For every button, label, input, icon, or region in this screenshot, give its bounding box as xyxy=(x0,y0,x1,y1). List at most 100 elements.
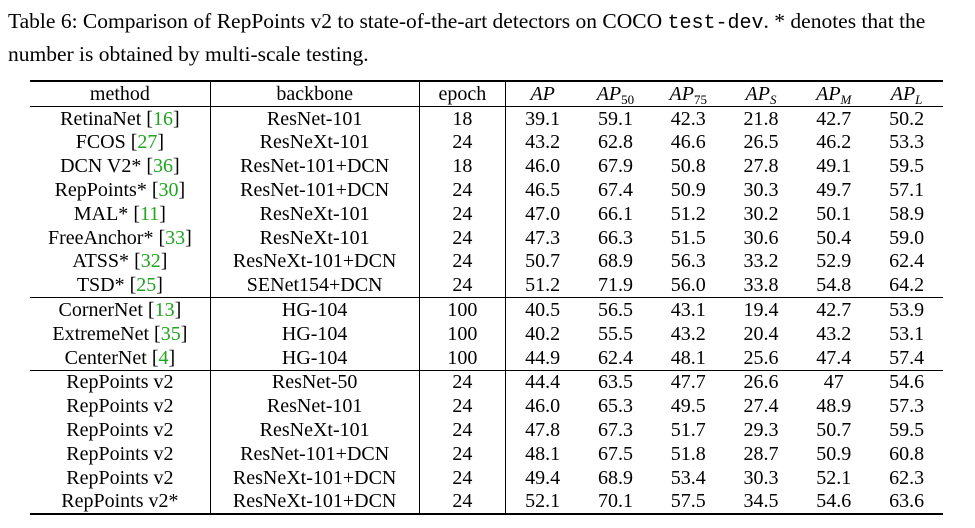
epoch-cell: 24 xyxy=(419,273,507,298)
table-row: TSD* [25] SENet154+DCN 24 51.2 71.9 56.0 33.8 5… xyxy=(30,273,943,298)
apm-cell: 47 xyxy=(797,369,871,395)
table-row: MAL* [11] ResNeXt-101 24 47.0 66.1 51.2 30.2 50… xyxy=(30,201,943,226)
ap50-cell: 67.9 xyxy=(597,155,633,178)
apl-cell: 62.3 xyxy=(889,466,925,489)
backbone-cell: HG-104 xyxy=(210,345,420,371)
ap75-cell: 43.1 xyxy=(651,297,725,322)
epoch-cell: 24 xyxy=(419,441,507,466)
citation-link[interactable]: 4 xyxy=(158,346,169,369)
header-apl: APL xyxy=(870,81,943,106)
aps-cell: 30.3 xyxy=(743,466,779,489)
aps-cell: 25.6 xyxy=(743,346,779,369)
aps-cell: 19.4 xyxy=(724,297,798,322)
ap-cell: 44.9 xyxy=(525,346,561,369)
epoch-cell: 24 xyxy=(419,201,507,226)
header-ap75: AP75 xyxy=(652,81,725,106)
citation-link[interactable]: 11 xyxy=(139,202,160,225)
header-row: method backbone epoch AP AP50 AP75 APS A… xyxy=(30,81,943,107)
ap75-cell: 48.1 xyxy=(670,346,706,369)
method-name: FreeAnchor* xyxy=(47,226,154,249)
method-cell: FCOS [27] xyxy=(30,130,211,155)
aps-cell: 30.3 xyxy=(743,179,779,202)
method-name: RepPoints* xyxy=(54,179,147,202)
method-name: ExtremeNet xyxy=(52,322,150,345)
method-name: MAL* xyxy=(73,202,129,225)
ap50-cell: 62.4 xyxy=(597,346,633,369)
citation-link[interactable]: 16 xyxy=(152,107,173,130)
header-epoch: epoch xyxy=(419,81,507,107)
apl-cell: 64.2 xyxy=(889,274,925,297)
citation-link[interactable]: 27 xyxy=(137,131,158,154)
backbone-cell: ResNeXt-101 xyxy=(210,130,420,155)
ap50-cell: 70.1 xyxy=(597,490,633,513)
aps-cell: 26.5 xyxy=(743,131,779,154)
method-name: ATSS* xyxy=(72,250,130,273)
apm-cell: 50.4 xyxy=(816,226,852,249)
ap75-cell: 51.7 xyxy=(670,419,706,442)
ap-cell: 51.2 xyxy=(525,274,561,297)
apm-cell: 49.1 xyxy=(816,155,852,178)
apl-cell: 50.2 xyxy=(889,107,925,130)
apm-cell: 46.2 xyxy=(816,131,852,154)
method-name: RepPoints v2 xyxy=(66,395,174,418)
epoch-cell: 100 xyxy=(419,297,507,322)
epoch-cell: 100 xyxy=(419,345,507,371)
ap-cell: 48.1 xyxy=(525,442,561,465)
method-name: CornerNet xyxy=(58,299,143,322)
citation-link[interactable]: 13 xyxy=(154,299,175,322)
apl-cell: 57.4 xyxy=(889,346,925,369)
citation-link[interactable]: 30 xyxy=(158,179,179,202)
aps-cell: 27.4 xyxy=(743,395,779,418)
ap50-cell: 65.3 xyxy=(597,395,633,418)
method-name: RepPoints v2 xyxy=(66,442,174,465)
table-row: RepPoints v2 ResNet-50 24 44.4 63.5 47.7 26.6 4… xyxy=(30,369,943,395)
apl-cell: 54.6 xyxy=(870,369,943,395)
ap-cell: 50.7 xyxy=(525,250,561,273)
apl-cell: 63.6 xyxy=(889,490,925,513)
backbone-cell: ResNeXt-101 xyxy=(210,418,420,442)
ap75-cell: 49.5 xyxy=(670,395,706,418)
ap75-cell: 57.5 xyxy=(670,490,706,513)
backbone-cell: ResNeXt-101 xyxy=(210,225,420,250)
ap-cell: 40.2 xyxy=(525,322,561,345)
epoch-cell: 24 xyxy=(419,418,507,442)
method-cell: RepPoints v2 xyxy=(30,418,211,442)
header-apm-base: AP xyxy=(816,82,841,105)
aps-cell: 30.6 xyxy=(743,226,779,249)
header-apm: APM xyxy=(797,81,870,106)
method-name: RepPoints v2 xyxy=(66,419,174,442)
method-cell: RetinaNet [16] xyxy=(30,106,211,131)
apl-cell: 59.0 xyxy=(889,226,925,249)
citation-link[interactable]: 32 xyxy=(140,250,161,273)
apl-cell: 58.9 xyxy=(889,202,925,225)
citation-link[interactable]: 25 xyxy=(136,274,157,297)
apm-cell: 54.8 xyxy=(816,274,852,297)
backbone-cell: HG-104 xyxy=(210,297,420,322)
ap75-cell: 56.0 xyxy=(670,274,706,297)
citation-link[interactable]: 36 xyxy=(153,155,174,178)
method-cell: FreeAnchor* [33] xyxy=(30,225,211,250)
backbone-cell: HG-104 xyxy=(210,321,420,346)
table-row: FCOS [27] ResNeXt-101 24 43.2 62.8 46.6 26.5 46… xyxy=(30,130,943,155)
apm-cell: 43.2 xyxy=(816,322,852,345)
apm-cell: 52.1 xyxy=(816,466,852,489)
ap75-cell: 56.3 xyxy=(670,250,706,273)
ap50-cell: 62.8 xyxy=(597,131,633,154)
ap75-cell: 43.2 xyxy=(670,322,706,345)
method-cell: DCN V2* [36] xyxy=(30,154,211,179)
apm-cell: 42.7 xyxy=(797,297,871,322)
table-row: RepPoints v2 ResNet-101 24 46.0 65.3 49.5 27.4… xyxy=(30,394,943,419)
epoch-cell: 24 xyxy=(419,130,507,155)
group-anchor-detectors: RetinaNet [16] ResNet-101 18 39.1 59.1 42.3 21… xyxy=(30,106,943,298)
ap50-cell: 67.4 xyxy=(597,179,633,202)
epoch-cell: 24 xyxy=(419,489,507,515)
method-cell: CenterNet [4] xyxy=(30,345,211,371)
header-ap: AP xyxy=(530,82,555,105)
citation-link[interactable]: 35 xyxy=(160,322,181,345)
method-cell: RepPoints v2 xyxy=(30,441,211,466)
header-ap50-base: AP xyxy=(596,82,622,105)
table-row: ExtremeNet [35] HG-104 100 40.2 55.5 43.2 20.4… xyxy=(30,321,943,346)
citation-link[interactable]: 33 xyxy=(165,226,186,249)
header-method: method xyxy=(30,81,211,107)
ap75-cell: 42.3 xyxy=(670,107,706,130)
